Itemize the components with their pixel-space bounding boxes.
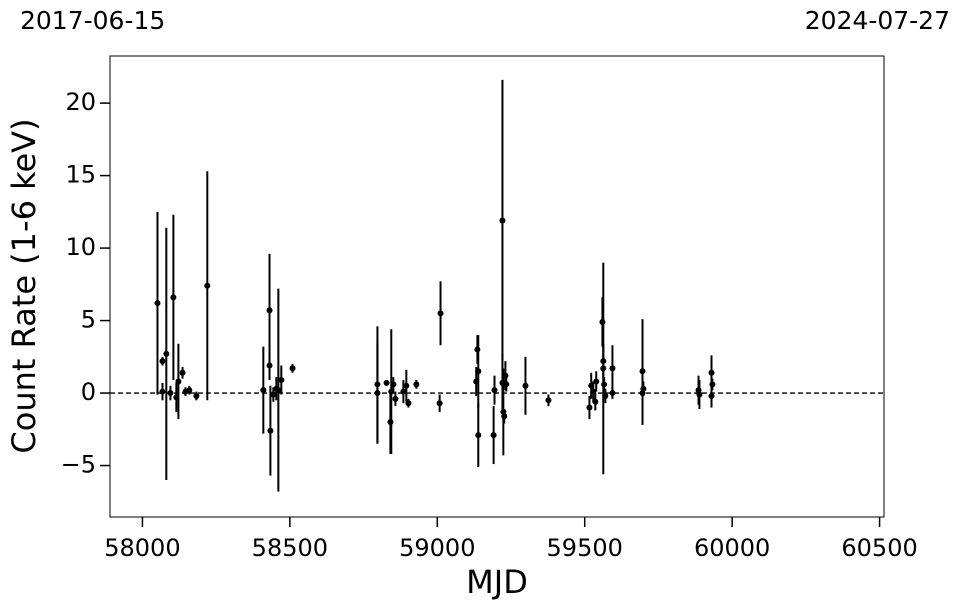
data-point (522, 382, 529, 389)
data-point (275, 387, 282, 394)
data-point (193, 392, 200, 399)
x-axis-label: MJD (466, 563, 528, 601)
y-tick-label: 5 (81, 306, 96, 334)
data-point (600, 358, 607, 365)
data-point (383, 379, 390, 386)
data-point (405, 400, 412, 407)
data-point (490, 432, 497, 439)
data-point (289, 365, 296, 372)
data-point (545, 397, 552, 404)
data-point (696, 391, 703, 398)
end-date: 2024-07-27 (805, 6, 950, 35)
data-point (266, 307, 273, 314)
x-tick-label: 60500 (841, 534, 917, 562)
data-point (167, 390, 174, 397)
data-point (278, 377, 285, 384)
data-point (708, 392, 715, 399)
data-point (602, 392, 609, 399)
data-point (437, 310, 444, 317)
data-point (491, 387, 498, 394)
data-point (392, 395, 399, 402)
data-point (266, 362, 273, 369)
data-point (374, 390, 381, 397)
start-date: 2017-06-15 (20, 6, 165, 35)
data-point (475, 432, 482, 439)
data-point (473, 378, 480, 385)
data-point (436, 400, 443, 407)
y-tick-label: 0 (81, 378, 96, 406)
data-point (593, 378, 600, 385)
x-tick-label: 59000 (399, 534, 475, 562)
data-point (499, 217, 506, 224)
data-point (708, 369, 715, 376)
y-tick-label: 15 (65, 161, 96, 189)
data-point (592, 398, 599, 405)
data-point (175, 378, 182, 385)
x-tick-label: 59500 (547, 534, 623, 562)
data-point (270, 391, 277, 398)
y-tick-label: 10 (65, 233, 96, 261)
data-point (154, 300, 161, 307)
data-point (403, 382, 410, 389)
data-point (501, 413, 508, 420)
data-point (609, 390, 616, 397)
data-point (267, 427, 274, 434)
plot-frame (109, 55, 885, 518)
data-point (413, 381, 420, 388)
data-point (204, 282, 211, 289)
x-tick-label: 58000 (104, 534, 180, 562)
data-point (503, 381, 510, 388)
data-point (179, 369, 186, 376)
y-tick-label: 20 (65, 88, 96, 116)
data-point (170, 294, 177, 301)
data-point (601, 381, 608, 388)
data-point (640, 385, 647, 392)
y-axis-label: Count Rate (1-6 keV) (5, 118, 43, 453)
x-tick-label: 60000 (694, 534, 770, 562)
y-tick-label: −5 (61, 451, 96, 479)
data-point (186, 387, 193, 394)
data-point (159, 358, 166, 365)
data-point (163, 350, 170, 357)
data-point (390, 381, 397, 388)
data-point (400, 388, 407, 395)
data-point (709, 381, 716, 388)
data-point (159, 388, 166, 395)
data-point (586, 404, 593, 411)
x-tick-label: 58500 (252, 534, 328, 562)
data-point (260, 387, 267, 394)
data-point (609, 365, 616, 372)
